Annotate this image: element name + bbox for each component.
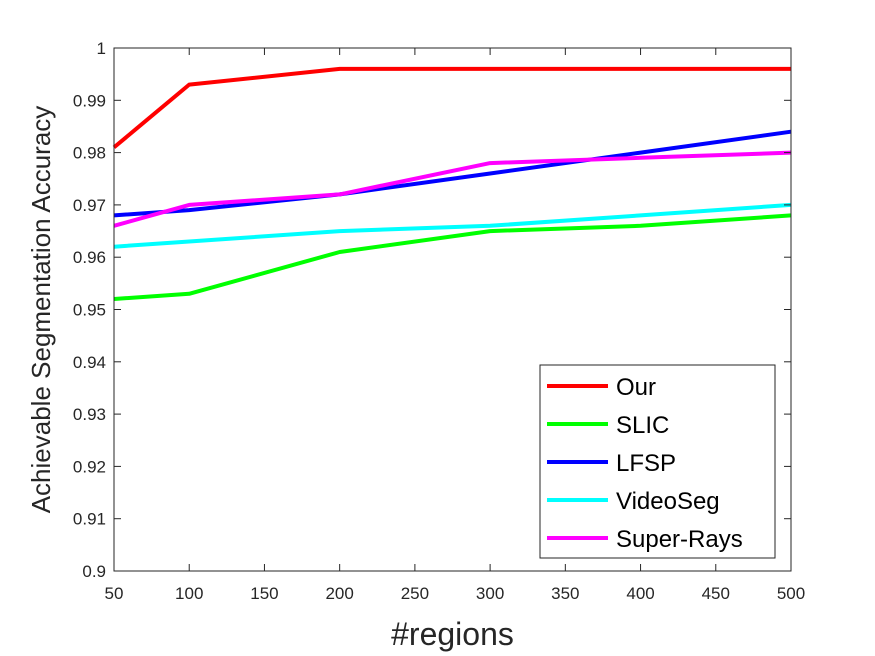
legend-label-0: Our [616, 374, 656, 401]
series-line-2 [113, 129, 792, 218]
y-tick-label: 0.91 [73, 510, 106, 529]
x-tick-label: 350 [551, 584, 579, 603]
legend: Our SLIC LFSP VideoSeg Super-Rays [539, 364, 776, 559]
x-tick-label: 250 [401, 584, 429, 603]
x-axis-title: #regions [391, 616, 514, 652]
y-tick-label: 0.92 [73, 457, 106, 476]
series-line-3 [113, 202, 792, 249]
x-tick-label: 150 [250, 584, 278, 603]
x-tick-label: 400 [626, 584, 654, 603]
series-line-4 [113, 150, 792, 228]
y-tick-label: 0.98 [73, 144, 106, 163]
y-tick-label: 0.96 [73, 248, 106, 267]
y-tick-label: 1 [97, 39, 106, 58]
x-tick-label: 300 [476, 584, 504, 603]
y-tick-label: 0.9 [82, 562, 106, 581]
x-tick-label: 50 [105, 584, 124, 603]
series-line-1 [113, 213, 792, 301]
y-tick-label: 0.94 [73, 353, 106, 372]
tick-layer: 50 100 150 200 250 300 350 400 450 500 0.9 0.91 0.92… [73, 39, 805, 603]
legend-label-3: VideoSeg [616, 488, 720, 515]
x-tick-label: 100 [175, 584, 203, 603]
x-tick-label: 450 [702, 584, 730, 603]
x-tick-label: 500 [777, 584, 805, 603]
y-tick-label: 0.99 [73, 91, 106, 110]
y-axis-title: Achievable Segmentation Accuracy [26, 106, 56, 514]
legend-label-4: Super-Rays [616, 526, 743, 553]
y-tick-label: 0.93 [73, 405, 106, 424]
x-tick-label: 200 [325, 584, 353, 603]
series-line-0 [112, 66, 791, 149]
legend-label-1: SLIC [616, 412, 669, 439]
series-layer [112, 66, 792, 301]
y-tick-label: 0.97 [73, 196, 106, 215]
legend-label-2: LFSP [616, 450, 676, 477]
y-tick-label: 0.95 [73, 301, 106, 320]
